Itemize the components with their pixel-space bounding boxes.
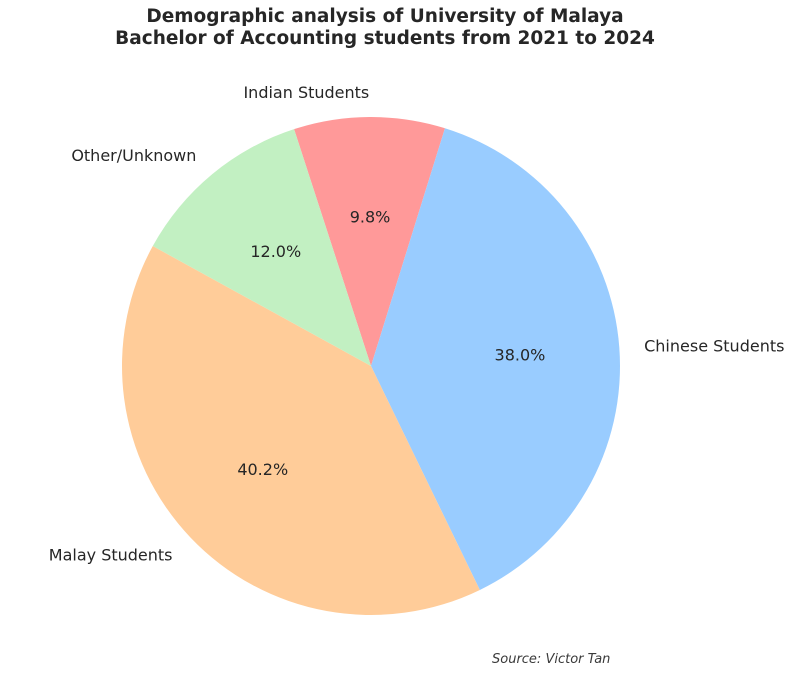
source-note: Source: Victor Tan bbox=[492, 652, 611, 667]
pie-pct-label-indian-students: 9.8% bbox=[350, 208, 391, 227]
pie-category-label-chinese-students: Chinese Students bbox=[644, 336, 784, 355]
pie-category-label-malay-students: Malay Students bbox=[49, 546, 173, 565]
pie-category-label-other-unknown: Other/Unknown bbox=[71, 146, 196, 165]
pie-pct-label-chinese-students: 38.0% bbox=[495, 346, 546, 365]
pie-slice-indian-students bbox=[294, 116, 445, 367]
pie-pct-label-other-unknown: 12.0% bbox=[250, 242, 301, 261]
chart-title-line-2: Bachelor of Accounting students from 202… bbox=[115, 28, 655, 49]
pie-slice-chinese-students bbox=[371, 128, 620, 590]
pie-pct-label-malay-students: 40.2% bbox=[237, 460, 288, 479]
pie-category-label-indian-students: Indian Students bbox=[243, 83, 369, 102]
pie-slice-other-unknown bbox=[152, 129, 371, 366]
chart-title: Demographic analysis of University of Ma… bbox=[0, 6, 770, 50]
pie-slice-malay-students bbox=[122, 246, 480, 615]
chart-title-line-1: Demographic analysis of University of Ma… bbox=[146, 6, 624, 27]
